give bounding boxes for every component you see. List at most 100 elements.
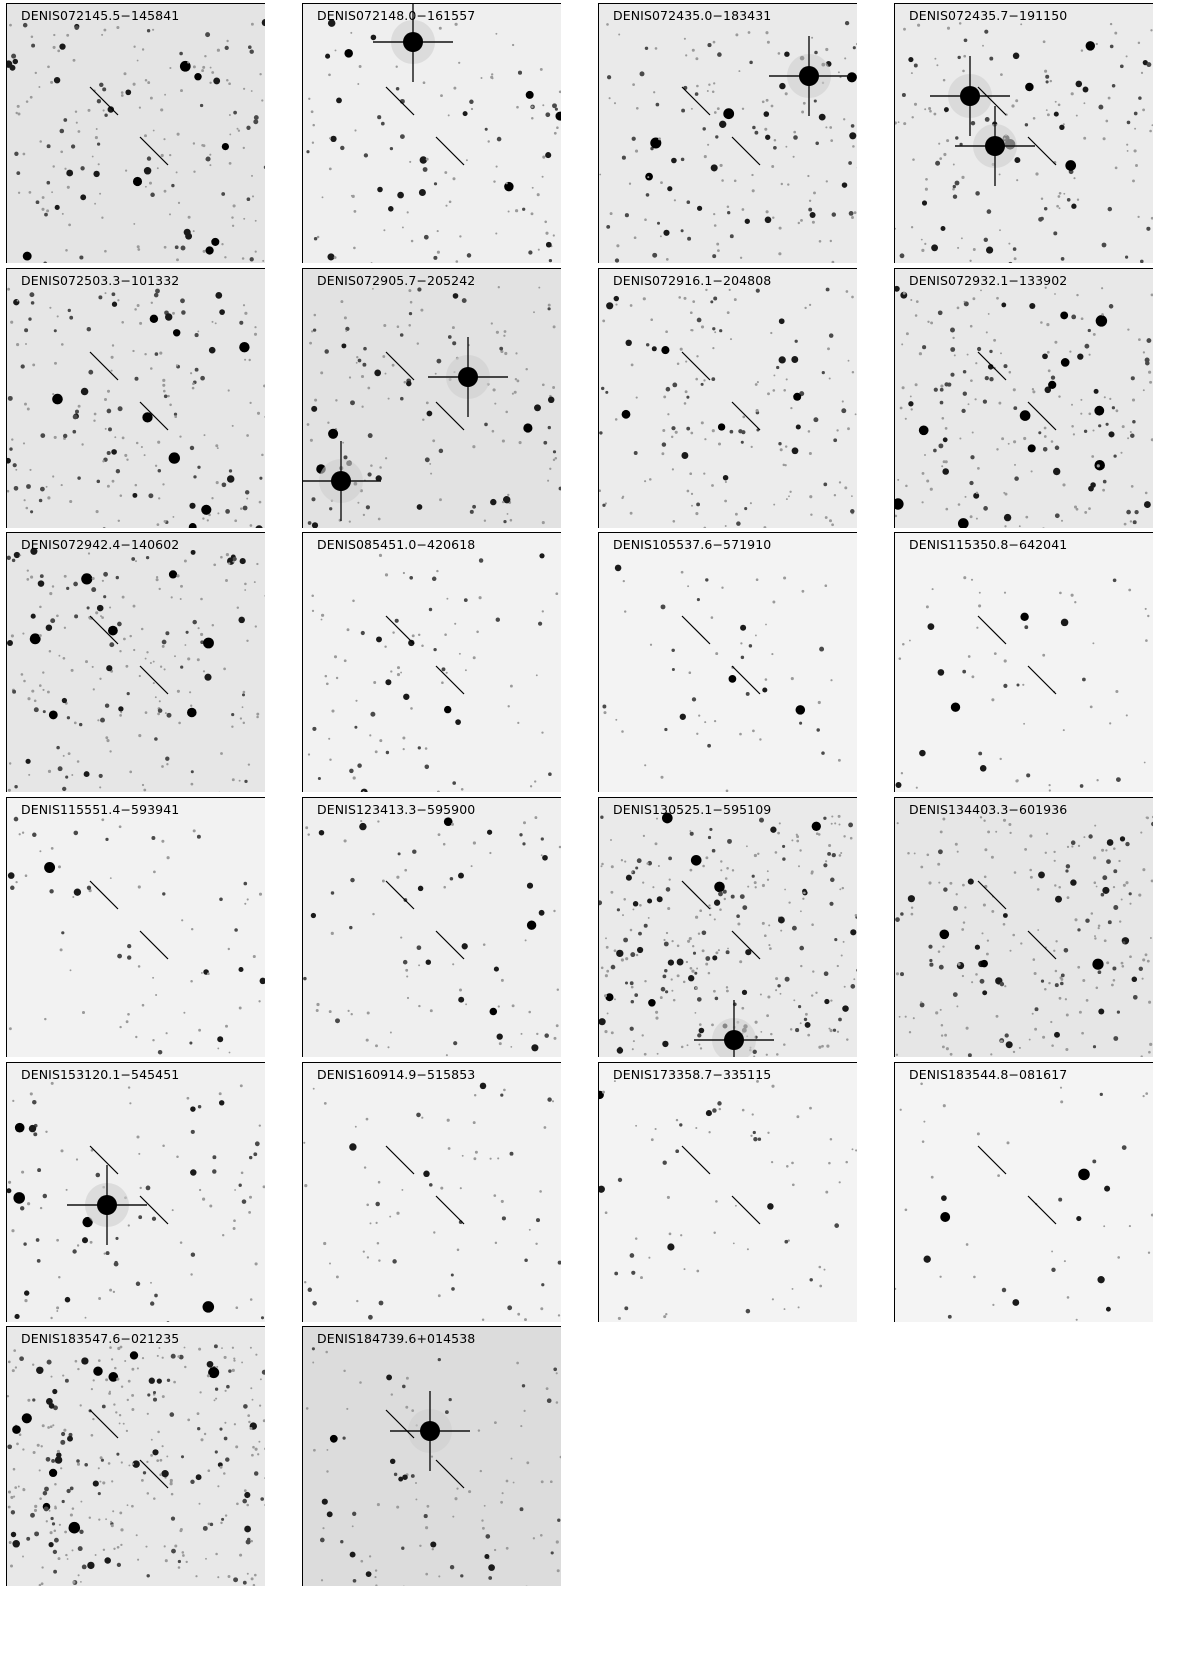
star [260,1316,265,1320]
star [717,249,720,252]
star [87,552,91,555]
star [850,984,856,989]
star [547,303,551,307]
star [928,881,932,885]
star [26,1536,31,1541]
star [251,174,253,177]
star [136,1367,139,1370]
star [200,1438,204,1442]
star [793,130,797,134]
sky-background [303,798,561,1057]
star [19,1206,25,1211]
star [740,642,743,645]
star [147,1393,151,1397]
star [35,200,40,205]
star [15,880,18,884]
star [440,1186,444,1190]
star [1018,1046,1021,1049]
star [148,493,154,499]
star [449,876,454,881]
star [183,1346,186,1349]
star [81,1357,89,1365]
star [183,559,187,563]
star [518,441,522,445]
star [110,1524,114,1528]
star [46,144,51,149]
star [76,760,80,763]
star [458,872,464,879]
star [423,1514,428,1519]
star [1003,683,1008,688]
star [838,854,842,857]
star [468,1490,472,1494]
star [242,505,248,511]
star [119,494,123,497]
star [49,1425,53,1429]
star [13,485,19,491]
star [218,1100,225,1106]
star [500,1199,504,1203]
star [22,442,26,445]
star [160,153,164,158]
star [546,1398,552,1404]
star [751,189,755,193]
star [88,369,94,375]
star [485,1534,491,1539]
star [13,551,21,559]
star [156,1354,159,1357]
star [33,707,39,713]
star [254,1262,258,1266]
star-field-image [303,798,561,1057]
star [633,451,638,455]
star [224,256,227,259]
star [58,1523,62,1526]
star [200,640,204,645]
star [708,1131,711,1134]
star [797,1306,800,1309]
star [7,1490,12,1494]
star [1077,965,1081,969]
star [158,497,161,500]
star [222,1234,225,1237]
star [118,825,122,829]
star [307,1287,313,1293]
star [974,944,981,950]
star [680,229,684,233]
star [796,1115,800,1119]
star [77,130,81,133]
star [763,526,767,528]
star [663,938,666,942]
star [1143,501,1151,509]
star [1042,447,1048,452]
star [982,903,986,907]
star [27,697,31,701]
star [1059,591,1062,595]
bright-star [420,1421,440,1441]
star [361,405,364,408]
star [211,71,215,74]
star [552,325,556,329]
star [729,429,734,434]
star [979,816,983,819]
star [616,1047,624,1054]
star [156,1459,160,1462]
star [1142,108,1146,112]
star [97,1467,100,1470]
star [547,396,555,404]
star [628,182,632,185]
star [1132,994,1138,1000]
star [930,1175,934,1179]
bright-star [458,367,478,387]
star [132,1460,140,1468]
star [22,152,26,156]
star [715,652,719,656]
star [449,1564,455,1570]
star [791,839,794,842]
star [180,245,186,251]
star [620,958,624,962]
star [470,107,474,111]
star [313,313,317,317]
star [52,165,55,168]
star [706,90,709,92]
star [227,1575,231,1578]
